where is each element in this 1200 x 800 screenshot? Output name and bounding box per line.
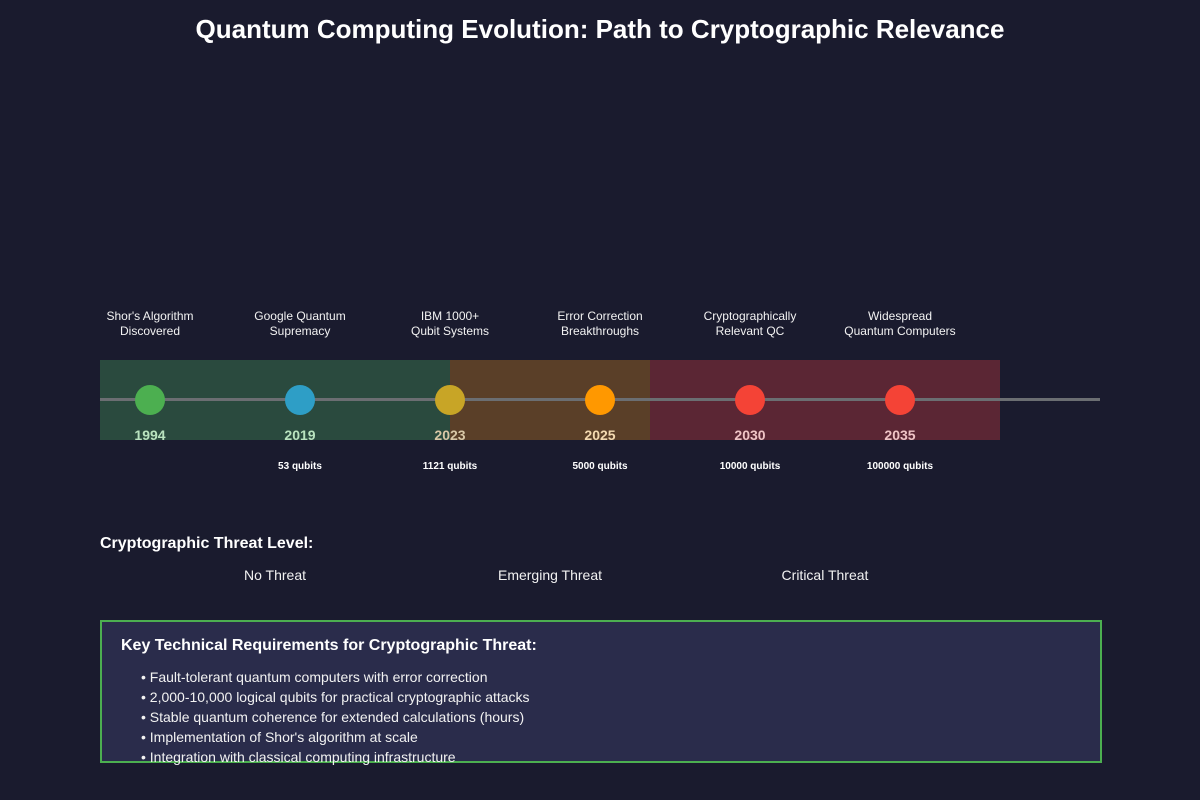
list-item: • Stable quantum coherence for extended … bbox=[141, 709, 525, 725]
milestone-dot bbox=[435, 385, 465, 415]
milestone-qubits: 1121 qubits bbox=[422, 461, 478, 472]
milestone-label: Error Correction Breakthroughs bbox=[520, 309, 680, 339]
milestone-label-line: Google Quantum bbox=[254, 309, 346, 323]
threat-level-label: Critical Threat bbox=[781, 567, 869, 583]
milestone-label-line: Widespread bbox=[867, 309, 933, 323]
list-item: • 2,000-10,000 logical qubits for practi… bbox=[141, 689, 530, 705]
milestone-label-line: Shor's Algorithm bbox=[106, 309, 194, 323]
milestone-label-line: Relevant QC bbox=[715, 324, 785, 338]
milestone-label: Google Quantum Supremacy bbox=[220, 309, 380, 339]
milestone-year: 2019 bbox=[284, 427, 316, 443]
milestone-label: Shor's Algorithm Discovered bbox=[70, 309, 230, 339]
milestone-dot bbox=[285, 385, 315, 415]
milestone-label-line: Quantum Computers bbox=[844, 324, 956, 338]
milestone-label: Cryptographically Relevant QC bbox=[670, 309, 830, 339]
requirements-box: Key Technical Requirements for Cryptogra… bbox=[100, 620, 1102, 765]
threat-level-label: Emerging Threat bbox=[497, 567, 602, 583]
milestone-label-line: Cryptographically bbox=[703, 309, 797, 323]
page-title: Quantum Computing Evolution: Path to Cry… bbox=[195, 14, 1005, 44]
milestone-qubits: 10000 qubits bbox=[719, 461, 781, 472]
list-item: • Implementation of Shor's algorithm at … bbox=[141, 729, 418, 745]
milestone-dot bbox=[735, 385, 765, 415]
milestone-year: 1994 bbox=[134, 427, 166, 443]
milestone-label: IBM 1000+ Qubit Systems bbox=[370, 309, 530, 339]
threat-level-label: No Threat bbox=[244, 567, 306, 583]
milestone-qubits: 100000 qubits bbox=[866, 461, 934, 472]
milestone-year: 2030 bbox=[734, 427, 766, 443]
milestone-year: 2023 bbox=[434, 427, 466, 443]
milestone-dot bbox=[135, 385, 165, 415]
milestone-dot bbox=[585, 385, 615, 415]
milestone-label-line: Breakthroughs bbox=[560, 324, 640, 338]
milestone-label-line: Qubit Systems bbox=[410, 324, 490, 338]
milestone-qubits: 53 qubits bbox=[278, 461, 322, 472]
milestone-label-line: Supremacy bbox=[269, 324, 331, 338]
milestone-label: Widespread Quantum Computers bbox=[820, 309, 980, 339]
list-item: • Fault-tolerant quantum computers with … bbox=[141, 669, 488, 685]
threat-level-heading: Cryptographic Threat Level: bbox=[100, 535, 314, 552]
milestone-label-line: IBM 1000+ bbox=[420, 309, 480, 323]
milestone-year: 2035 bbox=[884, 427, 916, 443]
milestone-dot bbox=[885, 385, 915, 415]
milestone-qubits: 5000 qubits bbox=[572, 461, 628, 472]
milestone-year: 2025 bbox=[584, 427, 616, 443]
milestone-label-line: Discovered bbox=[119, 324, 181, 338]
milestone-label-line: Error Correction bbox=[557, 309, 643, 323]
list-item: • Integration with classical computing i… bbox=[141, 749, 456, 765]
requirements-list: • Fault-tolerant quantum computers with … bbox=[141, 667, 530, 767]
requirements-heading: Key Technical Requirements for Cryptogra… bbox=[121, 637, 537, 654]
